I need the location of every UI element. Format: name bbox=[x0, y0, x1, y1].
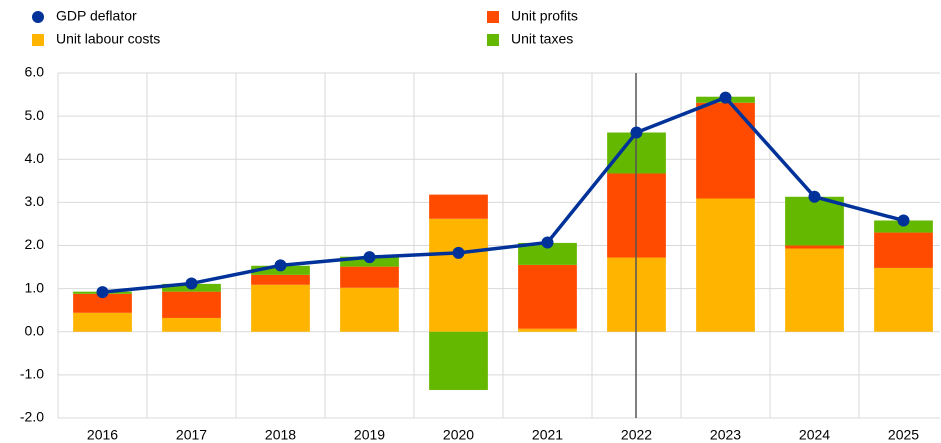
bar-segment bbox=[429, 331, 488, 390]
bars bbox=[73, 96, 933, 390]
foreground: -2.0 -1.0 0.0 1.0 2.0 3.0 4.0 5.0 6.0 2016 2017 201… bbox=[20, 8, 919, 443]
bar-segment bbox=[874, 267, 933, 332]
x-tick-label: 2016 bbox=[87, 427, 118, 443]
bar-segment bbox=[785, 248, 844, 332]
y-tick-label: 3.0 bbox=[25, 193, 45, 209]
bar-segment bbox=[874, 220, 933, 233]
bar-segment bbox=[696, 102, 755, 199]
line-point bbox=[96, 286, 109, 299]
y-tick-label: -2.0 bbox=[20, 409, 44, 425]
bar-segment bbox=[251, 274, 310, 285]
x-tick-label: 2022 bbox=[621, 427, 652, 443]
line-point bbox=[185, 277, 198, 290]
bar-segment bbox=[73, 312, 132, 332]
y-tick-label: 6.0 bbox=[25, 64, 45, 80]
bar-segment bbox=[429, 218, 488, 332]
bar-segment bbox=[251, 284, 310, 332]
y-tick-label: 4.0 bbox=[25, 150, 45, 166]
x-tick-label: 2024 bbox=[799, 427, 830, 443]
bar-segment bbox=[696, 198, 755, 332]
line-point bbox=[541, 236, 554, 249]
grid bbox=[57, 72, 940, 419]
bar-segment bbox=[162, 291, 221, 318]
bar-segment bbox=[785, 196, 844, 246]
bar-segment bbox=[340, 287, 399, 332]
x-tick-label: 2017 bbox=[176, 427, 207, 443]
y-tick-label: 1.0 bbox=[25, 279, 45, 295]
line bbox=[102, 95, 904, 294]
y-tick-label: 2.0 bbox=[25, 236, 45, 252]
bar-segment bbox=[518, 264, 577, 329]
bar-segment bbox=[874, 232, 933, 268]
line-point bbox=[719, 91, 732, 104]
bar-segment bbox=[73, 293, 132, 313]
line-point bbox=[630, 126, 643, 139]
legend-marker bbox=[487, 34, 499, 46]
x-tick-label: 2019 bbox=[354, 427, 385, 443]
x-tick-label: 2020 bbox=[443, 427, 474, 443]
legend-label: Unit labour costs bbox=[56, 31, 160, 47]
bar-segment bbox=[340, 266, 399, 288]
y-tick-label: 5.0 bbox=[25, 107, 45, 123]
line-point bbox=[897, 214, 910, 227]
bar-segment bbox=[785, 245, 844, 249]
line-point bbox=[452, 246, 465, 259]
legend-label: Unit taxes bbox=[511, 31, 573, 47]
line-point bbox=[274, 259, 287, 272]
bar-segment bbox=[518, 328, 577, 332]
x-tick-label: 2025 bbox=[888, 427, 919, 443]
x-tick-label: 2018 bbox=[265, 427, 296, 443]
legend-marker bbox=[32, 34, 44, 46]
line-point bbox=[363, 251, 376, 264]
bar-segment bbox=[518, 242, 577, 265]
x-tick-label: 2023 bbox=[710, 427, 741, 443]
x-tick-label: 2021 bbox=[532, 427, 563, 443]
legend-marker bbox=[32, 11, 44, 23]
bar-segment bbox=[162, 317, 221, 332]
y-tick-label: 0.0 bbox=[25, 322, 45, 338]
legend-label: GDP deflator bbox=[56, 8, 137, 24]
legend-label: Unit profits bbox=[511, 8, 578, 24]
legend-marker bbox=[487, 11, 499, 23]
line-point bbox=[808, 190, 821, 203]
bar-segment bbox=[429, 194, 488, 219]
y-tick-label: -1.0 bbox=[20, 366, 44, 382]
